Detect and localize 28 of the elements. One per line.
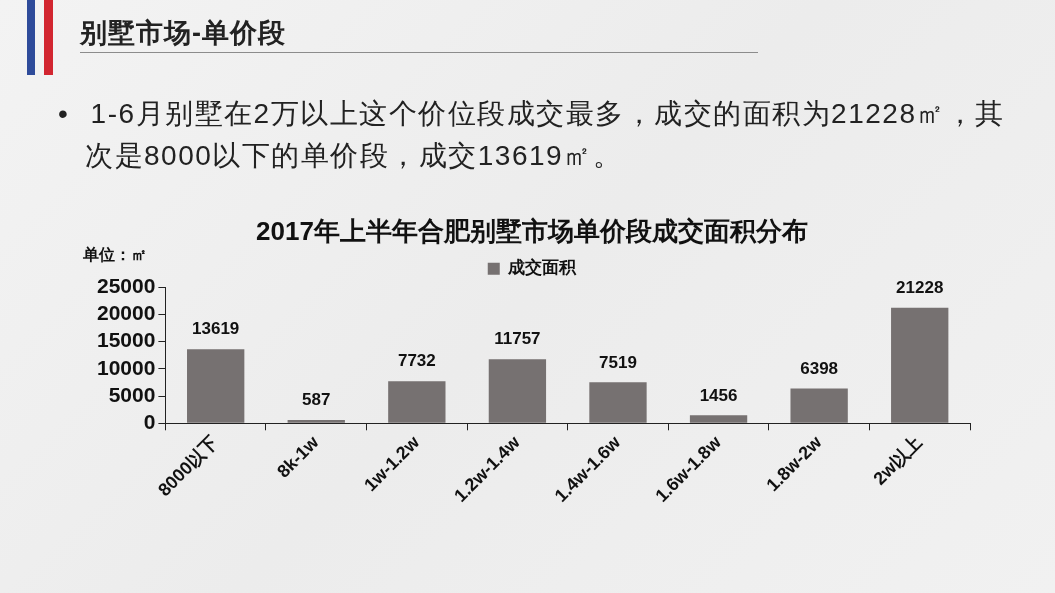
y-tick-label: 20000 (96, 301, 156, 325)
bar (589, 382, 647, 423)
data-label: 7519 (599, 352, 637, 372)
bar (790, 388, 848, 423)
chart-title: 2017年上半年合肥别墅市场单价段成交面积分布 (256, 215, 808, 246)
data-label: 6398 (800, 358, 839, 378)
y-tick-label: 15000 (96, 328, 156, 352)
bar (891, 307, 949, 423)
data-label: 587 (302, 390, 331, 410)
data-label: 11757 (494, 329, 541, 349)
y-tick-label: 25000 (96, 274, 156, 297)
bar (287, 420, 345, 423)
data-label: 21228 (896, 277, 944, 297)
data-label: 1456 (699, 385, 738, 405)
bar (388, 381, 446, 423)
y-tick-label: 10000 (96, 355, 156, 379)
text: 别墅市场-单价段 (80, 17, 286, 50)
x-tick-label: 2w以上 (869, 432, 927, 489)
bar (689, 415, 748, 423)
bar (187, 349, 245, 423)
y-axis-title: 单位：㎡ (82, 245, 148, 263)
y-tick-label: 0 (143, 410, 156, 434)
text: • 1-6月别墅在2万以上这个价位段成交最多，成交的面积为21228㎡，其次是8000以下的单价段，成交13619㎡。 (58, 97, 1006, 173)
data-label: 7732 (397, 351, 436, 371)
bar (488, 359, 547, 423)
data-label: 13619 (192, 319, 240, 339)
legend-label: 成交面积 (507, 258, 578, 278)
y-tick-label: 5000 (108, 382, 156, 406)
